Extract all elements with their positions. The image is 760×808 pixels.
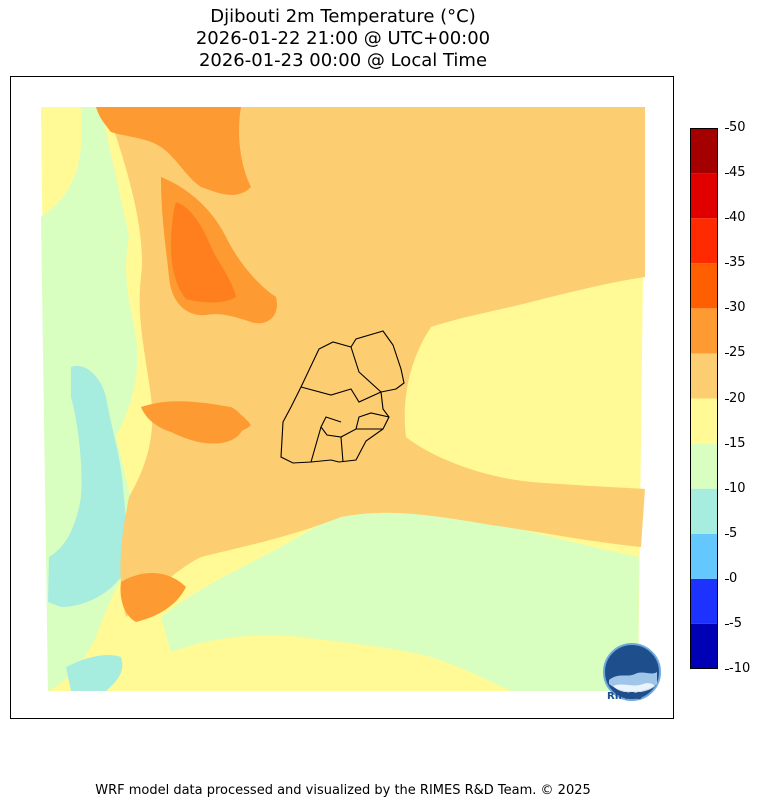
colorbar-segment: [690, 533, 718, 579]
colorbar-segment: [690, 623, 718, 669]
colorbar-tick-label: 25: [725, 345, 746, 361]
temperature-band-5-10: [66, 655, 123, 691]
colorbar-tick-label: -5: [725, 615, 742, 631]
colorbar-segment: [690, 488, 718, 534]
colorbar-tick-label: 15: [725, 435, 746, 451]
temperature-map: [41, 107, 645, 691]
logo-text: RIMES: [607, 691, 643, 702]
temperature-band-30-35: [171, 202, 236, 303]
colorbar-tick-label: 5: [724, 525, 738, 541]
colorbar-tick-label: 0: [724, 570, 738, 586]
colorbar-tick-label: 30: [725, 300, 746, 316]
region-border: [300, 346, 390, 463]
colorbar-segment: [690, 263, 718, 309]
colorbar-tick-label: 20: [725, 390, 746, 406]
temperature-band-25-30: [206, 405, 251, 433]
title-line-1: Djibouti 2m Temperature (°C): [210, 6, 476, 27]
colorbar-tick-label: -10: [724, 661, 751, 676]
colorbar-segment: [690, 398, 718, 444]
colorbar-tick-label: 45: [725, 165, 746, 181]
title-line-2: 2026-01-22 21:00 @ UTC+00:00: [195, 28, 491, 49]
temperature-band-25-30: [96, 107, 251, 195]
colorbar-tick-label: 10: [725, 480, 746, 496]
map-title: Djibouti 2m Temperature (°C) 2026-01-22 …: [0, 6, 686, 72]
colorbar-tick-label: 50: [725, 120, 746, 135]
title-line-3: 2026-01-23 00:00 @ Local Time: [198, 50, 488, 71]
colorbar-border: [690, 128, 718, 669]
colorbar-segment: [690, 173, 718, 219]
colorbar-segment: [690, 308, 718, 354]
colorbar: [690, 128, 718, 669]
country-border: [280, 330, 405, 464]
colorbar-segment: [690, 128, 718, 174]
colorbar-tick-label: 35: [725, 255, 746, 271]
rimes-globe-logo-icon: [603, 643, 661, 701]
footer-credit: WRF model data processed and visualized …: [95, 783, 591, 798]
colorbar-segment: [690, 353, 718, 399]
temperature-band-10-15: [161, 507, 639, 691]
temperature-band-20-25: [106, 107, 645, 617]
temperature-band-5-10: [48, 366, 127, 607]
colorbar-tick-label: 40: [725, 210, 746, 226]
temperature-band-25-30: [120, 572, 186, 622]
map-panel: RIMES: [10, 76, 674, 719]
colorbar-segment: [690, 578, 718, 624]
colorbar-segment: [690, 218, 718, 264]
colorbar-segment: [690, 443, 718, 489]
